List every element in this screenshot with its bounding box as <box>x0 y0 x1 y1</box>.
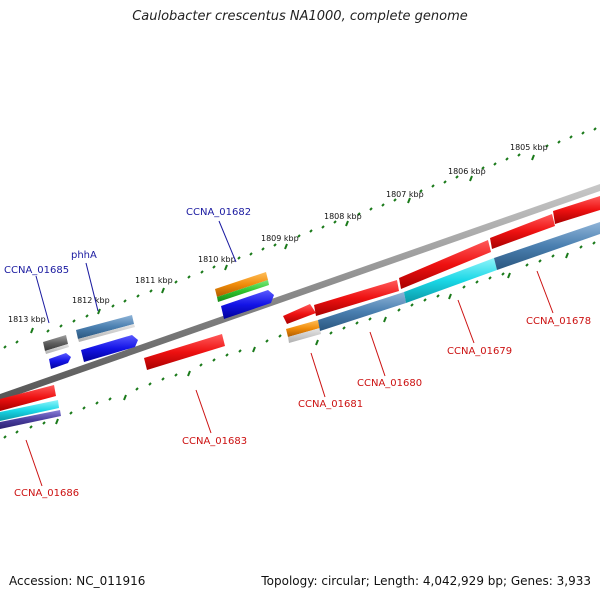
scale-label: 1809 kbp <box>261 234 299 243</box>
cds-light-small <box>288 328 321 343</box>
cds-ccna-01681 <box>283 304 316 324</box>
scale-label: 1813 kbp <box>8 315 46 324</box>
cds-red-long-2 <box>399 240 491 289</box>
gene-label-phha: phhA <box>71 250 97 261</box>
cds-purple-left <box>0 410 61 429</box>
scale-label: 1810 kbp <box>198 255 236 264</box>
cds-ccna-01685-shadow <box>45 344 69 354</box>
tick-row-reverse <box>3 241 596 439</box>
cds-cyan-left <box>0 400 59 421</box>
cds-red-far-right <box>553 196 600 224</box>
cds-phha-shadow <box>78 324 135 342</box>
cds-blue-01682 <box>221 290 274 319</box>
cds-ccna-01679 <box>404 258 497 303</box>
cds-blue-small <box>49 353 71 369</box>
scale-label: 1806 kbp <box>448 167 486 176</box>
cds-ccna-01685 <box>43 335 68 351</box>
cds-ccna-01682 <box>215 272 268 297</box>
gene-label-ccna-01683: CCNA_01683 <box>182 436 247 447</box>
genome-backbone <box>0 184 600 401</box>
map-title: Caulobacter crescentus NA1000, complete … <box>132 9 468 24</box>
tick-row-forward <box>3 127 597 349</box>
gene-labels: CCNA_01685 phhA CCNA_01682 CCNA_01686 CC… <box>4 207 591 499</box>
scale-label: 1808 kbp <box>324 212 362 221</box>
cds-blue-phha <box>81 335 138 362</box>
gene-label-ccna-01679: CCNA_01679 <box>447 346 512 357</box>
gene-label-ccna-01678: CCNA_01678 <box>526 316 591 327</box>
cds-red-right <box>490 214 555 249</box>
gene-label-ccna-01685: CCNA_01685 <box>4 265 69 276</box>
gene-label-ccna-01680: CCNA_01680 <box>357 378 422 389</box>
cds-ccna-01678 <box>494 222 600 270</box>
scale-label: 1807 kbp <box>386 190 424 199</box>
scale-label: 1811 kbp <box>135 276 173 285</box>
accession-text: Accession: NC_011916 <box>9 574 146 588</box>
cds-phha <box>76 315 134 339</box>
topology-text: Topology: circular; Length: 4,042,929 bp… <box>261 574 591 588</box>
reverse-features <box>0 196 600 429</box>
cds-ccna-01683 <box>144 334 225 370</box>
scale-labels: 1813 kbp 1812 kbp 1811 kbp 1810 kbp 1809… <box>8 143 548 324</box>
gene-label-ccna-01681: CCNA_01681 <box>298 399 363 410</box>
gene-label-ccna-01682: CCNA_01682 <box>186 207 251 218</box>
cds-green <box>217 280 269 302</box>
gene-label-ccna-01686: CCNA_01686 <box>14 488 79 499</box>
scale-label: 1812 kbp <box>72 296 110 305</box>
leader-lines <box>25 220 554 487</box>
cds-ccna-01686 <box>0 385 56 411</box>
cds-red-long <box>314 280 399 316</box>
forward-features <box>43 272 274 369</box>
scale-label: 1805 kbp <box>510 143 548 152</box>
cds-ccna-01680 <box>318 292 406 331</box>
cds-orange-small <box>286 320 320 337</box>
